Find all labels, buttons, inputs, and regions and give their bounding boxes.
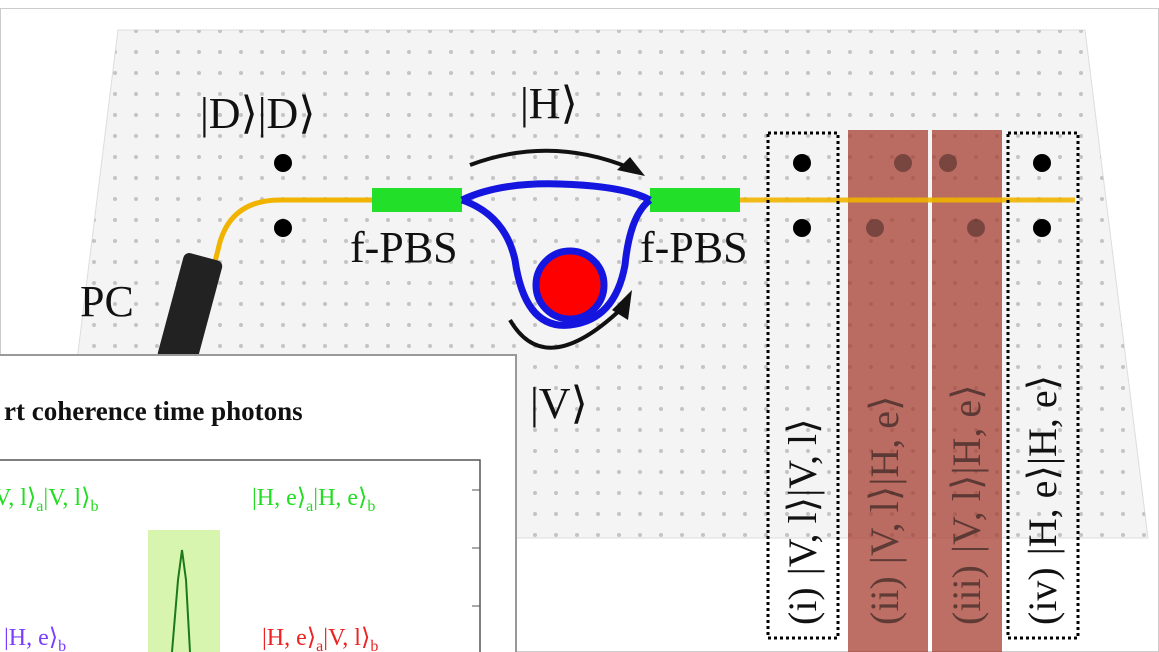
state-label: |V⟩ [530,379,588,428]
state-text: |H, e⟩ [252,485,306,511]
pbs [650,188,740,212]
column-tag: (iii) [944,565,989,625]
column-label: (ii) |V, l⟩|H, e⟩ [862,395,907,625]
column-state: |V, l⟩|V, l⟩ [780,418,825,575]
column-label: (i) |V, l⟩|V, l⟩ [780,418,825,625]
page: { "labels": { "input_state": "|D⟩|D⟩", "… [0,0,1159,652]
component-label: f-PBS [350,223,458,272]
column-state: |V, l⟩|H, e⟩ [944,384,989,553]
column-tag: (ii) [862,576,907,625]
subscript: b [90,498,98,515]
state-text: |V, l⟩ [43,485,90,511]
component-label: f-PBS [640,223,748,272]
inset-label: |H, e⟩b [4,625,66,652]
column-tag: (iv) [1020,567,1065,625]
column-tag: (i) [780,587,825,625]
state-text: V, l⟩ [0,485,36,511]
photon [274,154,292,172]
column-label: (iii) |V, l⟩|H, e⟩ [944,384,989,625]
photon [274,219,292,237]
state-text: |V, l⟩ [323,625,370,651]
inset-label: V, l⟩a|V, l⟩b [0,485,98,515]
fiber-coil [536,251,604,319]
state-text: |H, e⟩ [313,485,367,511]
subscript: b [370,638,378,652]
inset-highlight [148,530,220,652]
photon [793,154,811,172]
state-label: |H⟩ [520,79,578,128]
photon [1033,219,1051,237]
subscript: b [367,498,375,515]
column-label: (iv) |H, e⟩|H, e⟩ [1020,375,1065,625]
photon [866,219,884,237]
state-text: |H, e⟩ [4,625,58,651]
inset-title: rt coherence time photons [4,396,303,426]
inset-label: |H, e⟩a|H, e⟩b [252,485,375,515]
state-label: |D⟩|D⟩ [200,89,316,138]
photon [939,154,957,172]
subscript: a [316,638,323,652]
state-text: |H, e⟩ [262,625,316,651]
column-state: |V, l⟩|H, e⟩ [862,395,907,564]
subscript: a [306,498,313,515]
column-shade [848,130,928,652]
photon [967,219,985,237]
subscript: a [36,498,43,515]
diagram: |D⟩|D⟩ |H⟩ |V⟩ f-PBS f-PBS PC (i)|V, l⟩|… [0,0,1159,652]
subscript: b [58,638,66,652]
photon [793,219,811,237]
photon [1033,154,1051,172]
column-state: |H, e⟩|H, e⟩ [1020,375,1065,556]
pbs [372,188,462,212]
component-label: PC [80,277,134,326]
photon [894,154,912,172]
